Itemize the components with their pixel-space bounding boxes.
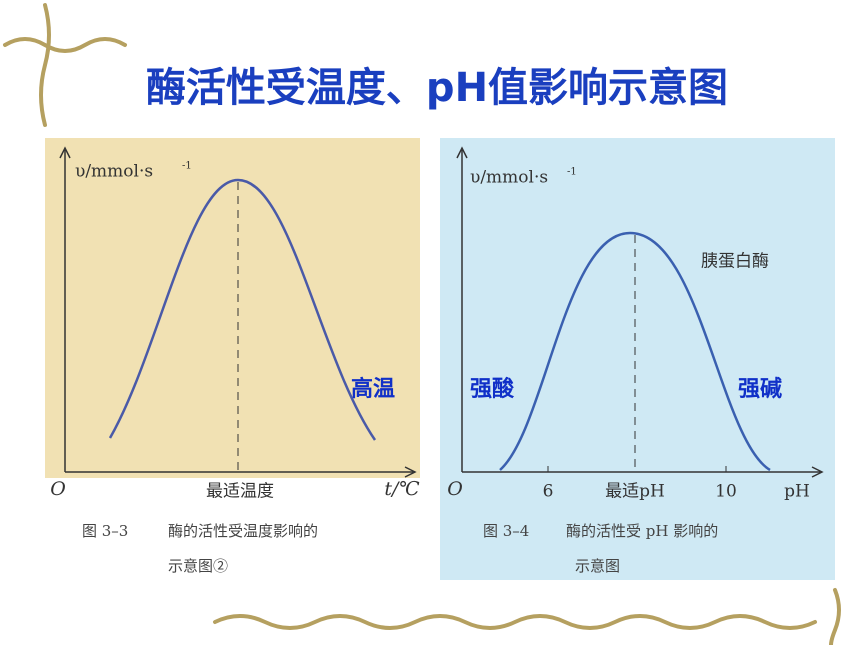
- arrow: [59, 146, 71, 159]
- vine: [3, 37, 127, 53]
- x-tick-label: 6: [543, 482, 554, 502]
- arrow: [404, 466, 417, 478]
- x-axis-label: pH: [784, 482, 810, 502]
- panel: [45, 138, 420, 478]
- annotation: 强酸: [470, 377, 515, 402]
- curve: [499, 231, 771, 472]
- caption-number: 图 3–3: [82, 522, 128, 540]
- annotation: 强碱: [738, 376, 782, 402]
- figure-temperature: υ/mmol·s -1 高温 O 最适温度 t/℃ 图 3–3 酶的活性受温度影…: [45, 138, 420, 575]
- arrow: [456, 146, 468, 159]
- origin: O: [447, 478, 463, 500]
- caption: 示意图: [575, 557, 620, 575]
- origin: O: [50, 478, 66, 500]
- caption: 酶的活性受温度影响的: [168, 522, 318, 540]
- title: 酶活性受温度、pH值影响示意图: [146, 65, 728, 111]
- decoration: [3, 3, 841, 645]
- panel: [440, 138, 835, 580]
- vine: [213, 614, 817, 630]
- caption-number: 图 3–4: [483, 522, 529, 540]
- y-axis-label: υ/mmol·s: [75, 162, 153, 182]
- x-tick-label: 10: [715, 482, 737, 502]
- caption: 示意图②: [168, 557, 228, 575]
- arrow: [811, 466, 824, 478]
- annotation: 高温: [351, 376, 395, 402]
- x-label: 最适温度: [206, 482, 274, 502]
- figure-ph: υ/mmol·s -1 胰蛋白酶 强酸 强碱 O 6 最适pH 10 pH 图 …: [440, 138, 835, 580]
- curve: [108, 178, 377, 441]
- y-axis-label-sup: -1: [567, 167, 577, 178]
- vine: [829, 588, 841, 645]
- x-axis-label: t/℃: [384, 478, 419, 500]
- y-axis-label: υ/mmol·s: [470, 168, 548, 188]
- curve-label: 胰蛋白酶: [701, 252, 769, 272]
- y-axis-label-sup: -1: [182, 161, 192, 172]
- vine: [39, 3, 51, 127]
- caption: 酶的活性受 pH 影响的: [566, 522, 718, 540]
- x-tick-label: 最适pH: [605, 482, 665, 502]
